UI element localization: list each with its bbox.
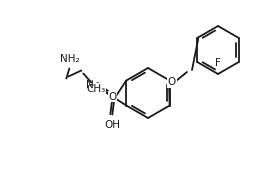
Text: F: F <box>215 58 221 68</box>
Text: CH₃: CH₃ <box>87 84 106 93</box>
Text: N: N <box>86 80 93 89</box>
Text: OH: OH <box>104 121 120 130</box>
Text: NH₂: NH₂ <box>60 53 79 63</box>
Text: O: O <box>168 77 176 87</box>
Text: O: O <box>108 92 116 102</box>
